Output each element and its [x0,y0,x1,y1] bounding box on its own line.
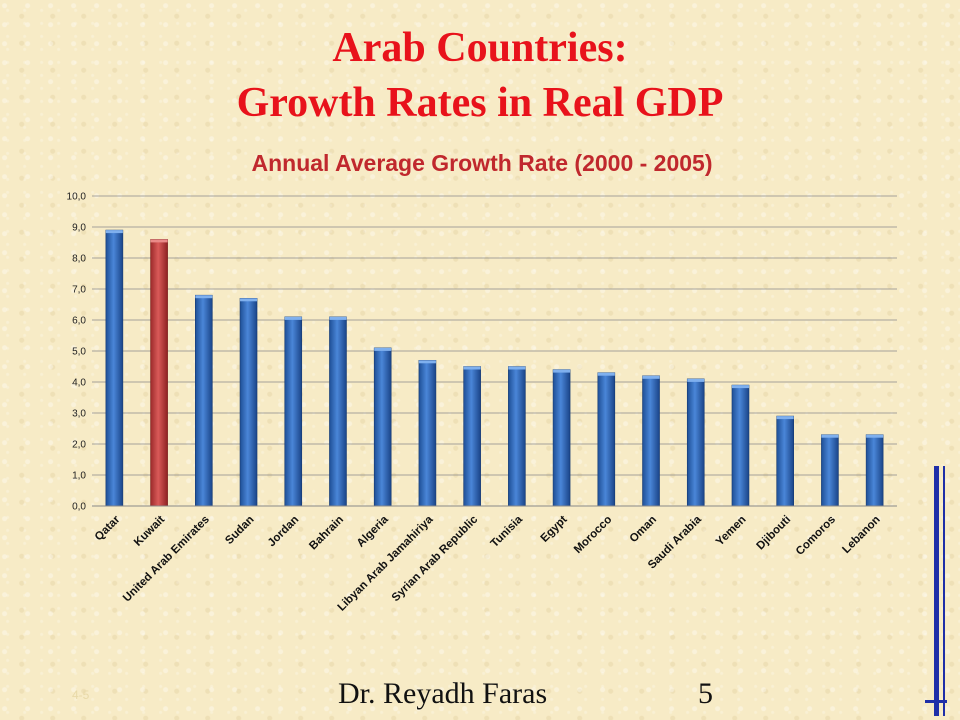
x-tick-label: Comoros [794,514,838,558]
x-tick-label: Djibouti [755,514,794,553]
y-tick-label: 1,0 [72,471,86,482]
x-tick-label: Sudan [223,514,256,547]
bar-cap [374,347,392,351]
y-tick-label: 8,0 [72,254,86,265]
bar-syrian-arab-republic [463,366,481,507]
y-axis-tick-labels: 0,0 1,0 2,0 3,0 4,0 5,0 6,0 7,0 8,0 9,0 10,0 [67,192,87,513]
bar-algeria [373,347,392,507]
x-tick-label: Qatar [93,513,123,543]
y-tick-label: 3,0 [72,409,86,420]
y-tick-label: 0,0 [72,502,86,513]
accent-rule-thick [934,466,939,716]
slide-title-line2: Growth Rates in Real GDP [236,80,724,126]
y-tick-label: 9,0 [72,223,86,234]
bar-cap [240,298,258,302]
x-tick-label: Lebanon [840,514,882,556]
bar-cap [821,434,839,438]
bar-yemen [731,384,750,507]
bar-oman [642,375,660,507]
bar-jordan [284,316,303,507]
bar-egypt [552,369,571,507]
y-tick-label: 6,0 [72,316,86,327]
bar-qatar [105,229,124,507]
bar-cap [418,360,436,364]
bar-sudan [239,297,258,507]
bar-cap [731,385,749,389]
author-name: Dr. Reyadh Faras [338,677,548,710]
bar-cap [195,295,213,299]
bar-cap [284,316,302,320]
bar-bahrain [329,316,347,507]
bar-cap [553,369,571,373]
x-tick-label: Tunisia [489,513,526,550]
y-tick-label: 2,0 [72,440,86,451]
bar-cap [866,434,884,438]
bar-cap [105,230,123,234]
bar-djibouti [776,415,794,507]
y-tick-label: 5,0 [72,347,86,358]
bar-comoros [821,434,839,507]
y-tick-label: 4,0 [72,378,86,389]
y-tick-label: 10,0 [67,192,87,203]
x-tick-label: Morocco [572,514,614,556]
bar-cap [508,366,526,370]
page-number: 5 [698,677,713,710]
bar-cap [687,378,705,382]
bar-kuwait [150,239,168,507]
x-tick-label: Jordan [266,514,302,550]
bar-cap [642,375,660,379]
bar-saudi-arabia [686,378,705,507]
accent-rule-horizontal [925,700,947,703]
bar-lebanon [865,434,884,507]
chart-gridlines [92,195,897,507]
bar-cap [329,316,347,320]
x-tick-label: Oman [628,514,660,546]
x-tick-label: Yemen [714,514,749,549]
y-tick-label: 7,0 [72,285,86,296]
chart-bars [105,229,884,507]
x-tick-label: Egypt [539,514,570,545]
bar-cap [597,372,615,376]
x-tick-label: United Arab Emirates [121,514,212,605]
bar-cap [150,239,168,243]
bar-cap [463,366,481,370]
bar-united-arab-emirates [195,294,213,507]
x-tick-label: Syrian Arab Republic [390,513,481,604]
slide-code: 4-5 [72,688,90,702]
bar-cap [776,416,794,420]
slide-title-line1: Arab Countries: [332,25,628,71]
bar-tunisia [508,366,526,507]
x-tick-label: Bahrain [307,514,346,553]
bar-libyan-arab-jamahiriya [418,359,437,507]
chart-title: Annual Average Growth Rate (2000 - 2005) [252,150,713,176]
bar-morocco [597,372,616,507]
x-tick-label: Kuwait [132,514,167,549]
accent-rule-thin [943,466,945,716]
x-tick-label: Algeria [355,513,391,549]
